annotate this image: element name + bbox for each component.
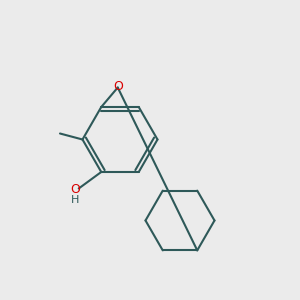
Text: H: H [71,195,79,205]
Text: O: O [70,184,80,196]
Text: O: O [114,80,124,93]
